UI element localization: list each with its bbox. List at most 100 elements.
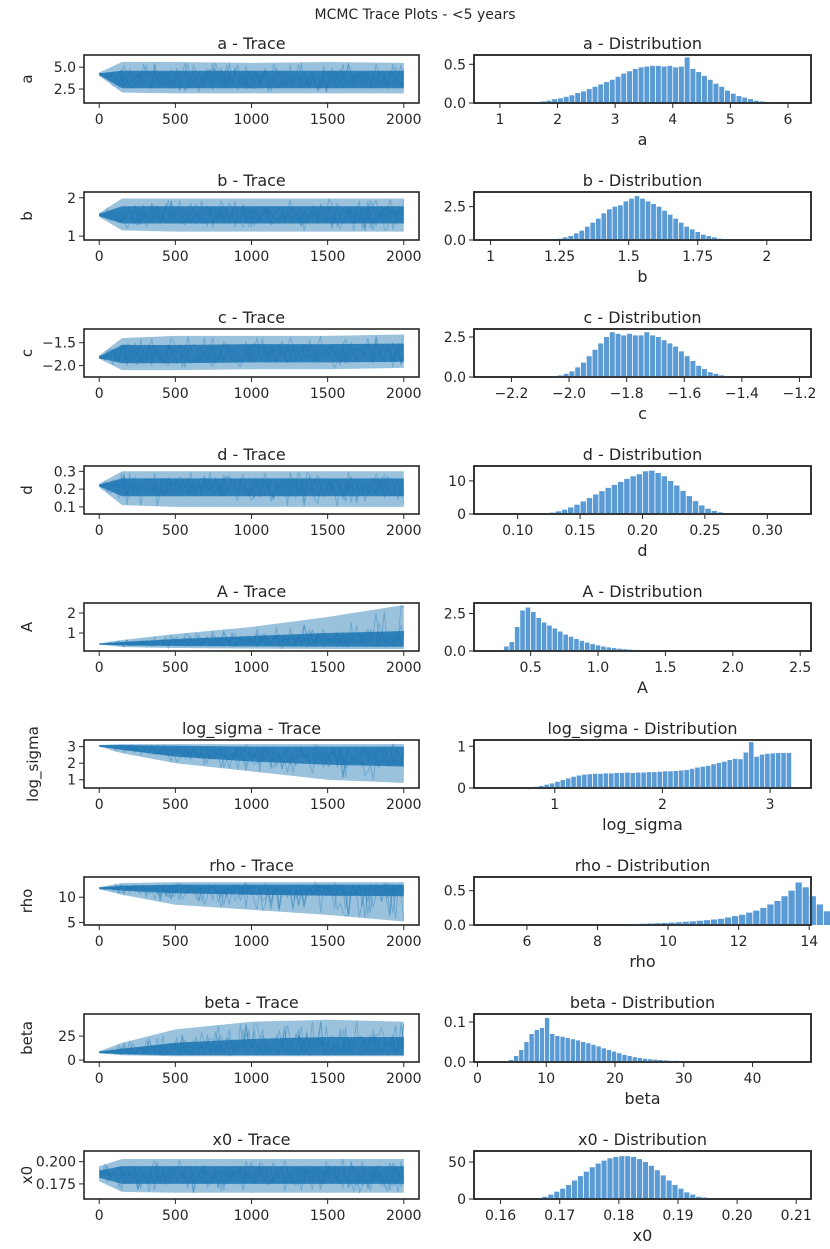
histogram-bar [711,511,717,514]
x-tick-label: 1000 [234,1071,270,1087]
histogram-A: A - Distribution 0.5 1.0 1.5 2.0 2.5 0.0 2.5 A [444,582,812,697]
x-tick-label: 2000 [386,1071,422,1087]
histogram-bar [555,1036,560,1062]
histogram-bar [684,226,690,240]
axes-frame [83,602,420,652]
histogram-bar [554,1191,560,1199]
x-tick-label: 1500 [310,112,346,128]
trace-band-core [99,1166,404,1184]
x-tick-label: 1 [550,797,559,813]
histogram-bar [569,371,575,377]
histogram-bar [739,914,746,925]
histogram-bar [563,373,569,377]
histogram-bars [504,607,703,651]
histogram-bar [650,335,656,377]
histogram-bar [571,1180,578,1199]
x-tick-label: 0.18 [603,1208,634,1224]
histogram-bar [673,346,679,377]
x-tick-label: 1000 [234,523,270,539]
histogram-bar [754,756,759,788]
histogram-bar [615,333,621,377]
histogram-bar [630,476,636,514]
trace-lines [98,197,405,232]
histogram-bar [707,372,713,377]
trace-chain-line [99,1160,405,1191]
histogram-bar [703,920,711,925]
histogram-bar [727,760,732,788]
histogram-bar [711,764,716,788]
histogram-bar [625,1156,631,1199]
histogram-bar [580,501,586,514]
x-tick-label: 14 [800,934,818,950]
x-tick-label: 2 [762,249,771,265]
histogram-bar [765,753,770,788]
histogram-bar [624,478,630,514]
trace-chain-line [99,335,405,368]
histogram-bar [674,485,680,514]
trace-lines [98,1157,405,1195]
trace-chain-line [99,1021,405,1057]
trace-band-core [99,884,404,897]
histogram-bar [667,65,673,103]
histogram-bar [542,1196,548,1199]
trace-chain-line [99,471,405,507]
histogram-bar [701,75,707,103]
histogram-bar [689,768,695,788]
histogram-bar [636,1159,643,1199]
axes-frame-top [473,1013,812,1063]
histogram-bar [623,201,629,240]
x-tick-label: 1500 [310,660,346,676]
axes-frame [83,1013,420,1063]
histogram-bar [584,226,590,240]
histogram-bar [816,904,823,925]
histogram-bar [611,648,617,651]
histogram-bar [568,507,574,514]
histogram-bar [667,343,673,377]
y-tick-label: 0 [67,1053,76,1069]
trace-chain-line [99,625,404,649]
histogram-bar [654,923,661,925]
histogram-bar [529,1034,534,1062]
trace-chain-line [99,1021,405,1057]
y-axis-label: c [18,349,36,357]
histogram-bar [788,890,795,925]
histogram-bar [823,911,830,925]
x-tick-label: 0.19 [662,1208,693,1224]
trace-lines [99,880,405,922]
histogram-bar [614,772,619,788]
axes-frame-top [473,191,812,241]
histogram-bars [534,57,777,103]
hist-title: c - Distribution [583,308,701,327]
histogram-bar [638,335,644,377]
histogram-bar [598,773,603,788]
histogram-bar [689,921,696,925]
histogram-bar [663,1060,668,1062]
histogram-bar [563,96,569,103]
trace-chain-line [99,611,405,649]
trace-plot-A: A - Trace 0 500 1000 1500 2000 1 2 A [18,582,422,676]
histogram-log_sigma: log_sigma - Distribution 1 2 3 0 1 log_sigma [457,719,812,835]
y-tick-label: 2.5 [444,607,466,623]
histogram-bar [701,369,707,377]
histogram-bar [646,772,652,788]
x-tick-label: 1.0 [587,660,609,676]
y-tick-label: 1 [67,626,76,642]
histogram-bar [552,99,558,103]
trace-plot-b: b - Trace 0 500 1000 1500 2000 1 2 b [18,171,422,265]
axes-frame-top [473,876,812,926]
trace-chain-line [99,1023,405,1056]
histogram-bar [592,494,599,514]
axes-frame [83,191,420,241]
y-tick-label: 5.0 [54,60,76,76]
histogram-bar [590,222,596,240]
trace-chain-line [98,64,405,94]
trace-chain-line [98,471,405,501]
y-tick-label: 0 [457,507,466,523]
histogram-bar [524,1042,529,1062]
histogram-bar [513,1056,519,1062]
histogram-bar [695,232,701,240]
y-tick-label: −2.0 [42,359,76,375]
x-axis-label: x0 [633,1226,653,1245]
